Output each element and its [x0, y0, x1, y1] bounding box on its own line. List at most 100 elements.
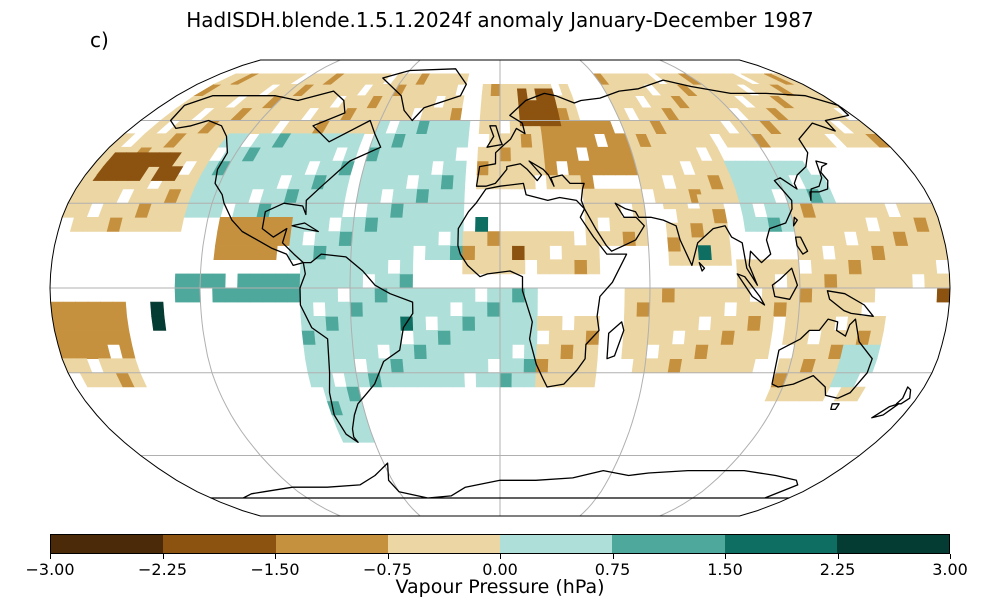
- grid-cell: [390, 202, 405, 218]
- coastline: [486, 125, 503, 148]
- grid-cell: [739, 202, 756, 218]
- grid-cell: [325, 316, 340, 331]
- grid-cell: [499, 95, 510, 109]
- grid-cell: [561, 231, 575, 246]
- grid-cell: [303, 344, 318, 359]
- grid-cell: [450, 330, 464, 345]
- grid-cell: [424, 301, 439, 317]
- grid-cell: [365, 358, 381, 374]
- grid-cell: [438, 344, 452, 359]
- grid-cell: [895, 245, 911, 260]
- grid-cell: [457, 120, 471, 134]
- grid-cell: [462, 301, 476, 317]
- grid-cell: [367, 188, 383, 204]
- grid-cell: [119, 344, 136, 359]
- grid-cell: [403, 188, 418, 204]
- grid-cell: [374, 259, 389, 275]
- grid-cell: [364, 217, 379, 232]
- grid-cell: [287, 273, 301, 289]
- grid-cell: [536, 259, 551, 275]
- grid-cell: [387, 301, 401, 317]
- grid-cell: [622, 330, 637, 345]
- grid-cell: [451, 358, 465, 374]
- grid-cell: [387, 245, 402, 260]
- grid-cell: [445, 133, 459, 148]
- map-boundary: [49, 59, 951, 517]
- coastline: [457, 182, 628, 388]
- colorbar-tick-label: −0.75: [362, 560, 413, 579]
- grid-cell: [698, 301, 713, 317]
- grid-cell: [548, 231, 563, 246]
- grid-cell: [520, 133, 533, 148]
- grid-cell: [415, 188, 430, 204]
- colorbar: [50, 534, 950, 554]
- grid-cell: [452, 95, 465, 109]
- coastline: [809, 160, 829, 202]
- grid-cell: [674, 287, 688, 303]
- grid-cell: [187, 287, 201, 303]
- grid-cell: [810, 259, 825, 275]
- grid-cell: [561, 330, 575, 345]
- grid-cell: [249, 287, 264, 303]
- grid-cell: [586, 259, 601, 275]
- grid-cell: [582, 372, 597, 388]
- grid-cell: [442, 160, 456, 176]
- colorbar-tick-mark: [837, 554, 839, 559]
- grid-cell: [773, 301, 788, 317]
- grid-cell: [481, 84, 492, 96]
- grid-cell: [324, 273, 339, 289]
- grid-cell: [451, 372, 465, 388]
- grid-cell: [213, 245, 229, 260]
- coastline: [169, 90, 382, 267]
- grid-cell: [548, 344, 562, 359]
- grid-cell: [672, 316, 687, 331]
- coastline: [895, 386, 912, 405]
- grid-cell: [673, 301, 688, 317]
- grid-cell: [586, 316, 600, 331]
- grid-cell: [523, 358, 537, 374]
- grid-cell: [212, 273, 226, 289]
- grid-cell: [449, 287, 463, 303]
- grid-cell: [475, 344, 489, 359]
- grid-cell: [499, 107, 511, 121]
- grid-cell: [391, 372, 407, 388]
- grid-cell: [237, 273, 251, 289]
- grid-cell: [499, 358, 513, 374]
- grid-cell: [511, 174, 524, 190]
- grid-cell: [365, 202, 381, 218]
- colorbar-segment: [612, 535, 725, 553]
- grid-cell: [499, 160, 512, 176]
- grid-cell: [379, 372, 395, 388]
- grid-cell: [499, 287, 513, 303]
- grid-cell: [326, 231, 341, 246]
- grid-cell: [324, 287, 339, 303]
- grid-cell: [798, 301, 813, 317]
- grid-cell: [747, 316, 762, 331]
- grid-cell: [499, 316, 513, 331]
- grid-cell: [451, 202, 465, 218]
- grid-cell: [390, 358, 405, 374]
- grid-cell: [462, 316, 476, 331]
- grid-cell: [477, 146, 490, 162]
- grid-cell: [312, 273, 326, 289]
- grid-cell: [452, 174, 466, 190]
- grid-cell: [326, 330, 341, 345]
- grid-cell: [325, 245, 340, 260]
- grid-cell: [624, 287, 638, 303]
- colorbar-segment: [51, 535, 164, 553]
- grid-cell: [694, 344, 710, 359]
- grid-cell: [774, 287, 788, 303]
- grid-cell: [450, 344, 464, 359]
- grid-cell: [716, 236, 732, 252]
- grid-cell: [487, 330, 501, 345]
- grid-cell: [362, 316, 377, 331]
- grid-cell: [362, 287, 376, 303]
- grid-cell: [301, 330, 317, 345]
- grid-cell: [363, 330, 378, 345]
- grid-cell: [413, 217, 428, 232]
- colorbar-tick-label: 0.00: [482, 560, 518, 579]
- grid-cell: [480, 95, 492, 109]
- grid-cell: [582, 188, 597, 204]
- grid-cell: [388, 330, 403, 345]
- grid-cell: [677, 222, 693, 238]
